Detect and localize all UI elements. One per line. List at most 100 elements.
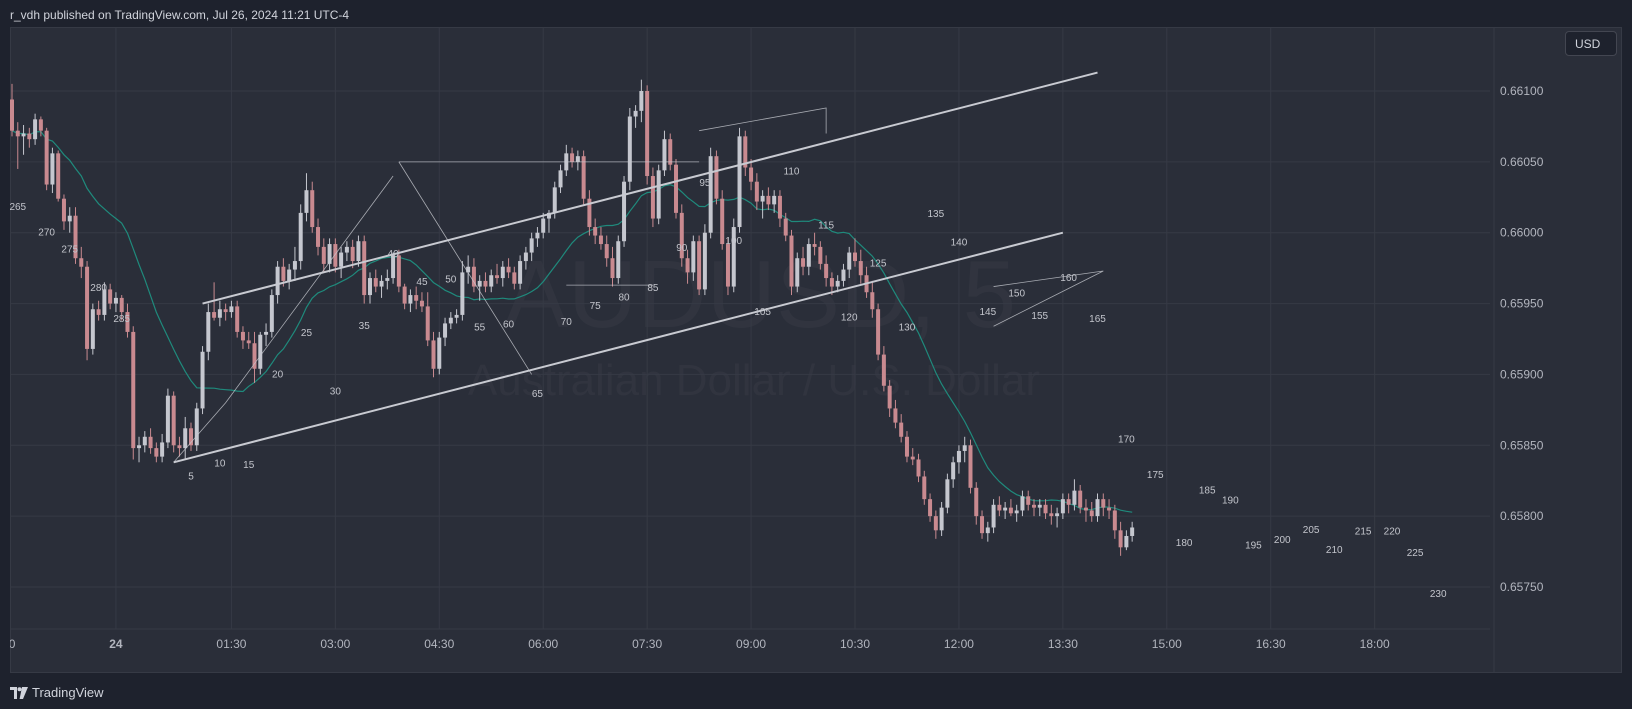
- bar-count-label: 80: [618, 293, 630, 304]
- price-chart[interactable]: AUDUSD, 5 Australian Dollar / U.S. Dollar…: [10, 27, 1622, 673]
- candle-body: [246, 340, 251, 344]
- time-tick-label: 15:00: [1152, 637, 1182, 651]
- candle-body: [252, 343, 257, 369]
- candle-body: [783, 218, 788, 236]
- candle-body: [148, 436, 153, 449]
- candle-body: [587, 198, 592, 228]
- candle-body: [1055, 513, 1060, 517]
- candle-body: [391, 255, 396, 279]
- chart-pane[interactable]: [10, 27, 1622, 673]
- bar-count-label: 170: [1118, 434, 1135, 445]
- bar-count-label: 55: [474, 322, 486, 333]
- bar-count-label: 35: [359, 321, 371, 332]
- candle-body: [350, 246, 355, 262]
- candle-body: [650, 176, 655, 219]
- candle-body: [835, 280, 840, 287]
- candle-body: [910, 456, 915, 460]
- candle-body: [171, 395, 176, 446]
- candle-body: [974, 487, 979, 517]
- time-tick-label: 10:30: [840, 637, 870, 651]
- candle-body: [858, 261, 863, 276]
- candle-body: [916, 459, 921, 477]
- candle-body: [737, 136, 742, 228]
- watermark-description: Australian Dollar / U.S. Dollar: [468, 356, 1040, 405]
- candle-body: [708, 156, 713, 233]
- candle-body: [15, 130, 20, 137]
- drawing-annotation-line[interactable]: [993, 270, 1104, 327]
- bar-count-label: 75: [590, 301, 602, 312]
- candle-body: [73, 215, 78, 259]
- candle-body: [102, 289, 107, 315]
- candle-body: [1112, 510, 1117, 531]
- tradingview-brand: TradingView: [32, 685, 104, 700]
- candle-body: [593, 227, 598, 236]
- candle-body: [1072, 490, 1077, 505]
- bar-count-label: 165: [1089, 314, 1106, 325]
- candle-body: [1037, 504, 1042, 508]
- candle-body: [541, 218, 546, 233]
- candle-body: [437, 337, 442, 369]
- candle-body: [1003, 507, 1008, 511]
- candle-body: [853, 252, 858, 262]
- candle-body: [1060, 499, 1065, 514]
- candle-body: [44, 130, 49, 185]
- candle-body: [194, 408, 199, 446]
- bar-count-label: 60: [503, 320, 515, 331]
- candle-body: [316, 227, 321, 247]
- candle-body: [575, 156, 580, 162]
- candle-body: [281, 266, 286, 281]
- channel-upper-line[interactable]: [202, 71, 1098, 305]
- candle-body: [119, 297, 124, 313]
- candle-body: [627, 116, 632, 182]
- candle-body: [616, 241, 621, 279]
- candle-body: [431, 340, 436, 369]
- candle-body: [419, 300, 424, 307]
- bar-count-label: 135: [927, 209, 944, 220]
- candle-body: [240, 331, 245, 341]
- candle-body: [264, 331, 269, 335]
- candle-body: [1095, 499, 1100, 517]
- footer-bar: [0, 676, 1632, 709]
- channel-lower-line[interactable]: [173, 231, 1064, 464]
- candle-body: [1107, 507, 1112, 511]
- bar-count-label: 190: [1222, 495, 1239, 506]
- candle-body: [229, 306, 234, 313]
- candle-body: [633, 110, 638, 117]
- watermark-symbol: AUDUSD, 5: [504, 241, 1016, 348]
- candle-body: [165, 395, 170, 443]
- candle-body: [275, 266, 280, 296]
- candle-body: [691, 241, 696, 273]
- time-tick-label: 24: [109, 637, 123, 651]
- candle-body: [518, 261, 523, 284]
- price-tick-label: 0.65750: [1500, 580, 1544, 594]
- price-tick-label: 0.65900: [1500, 367, 1544, 381]
- candle-body: [604, 244, 609, 259]
- candle-body: [1008, 507, 1013, 514]
- candle-body: [188, 428, 193, 446]
- time-tick-label: 16:30: [1256, 637, 1286, 651]
- bar-count-label: 120: [841, 313, 858, 324]
- candle-body: [131, 331, 136, 449]
- time-tick-label: 22:30: [10, 637, 16, 651]
- candle-body: [385, 278, 390, 281]
- candle-body: [21, 133, 26, 137]
- time-tick-label: 18:00: [1360, 637, 1390, 651]
- drawing-annotation-line[interactable]: [699, 107, 827, 134]
- candle-body: [1020, 496, 1025, 511]
- drawing-annotation-line[interactable]: [173, 175, 394, 463]
- tradingview-logo[interactable]: TradingView: [10, 685, 104, 700]
- bar-count-label: 125: [870, 259, 887, 270]
- tradingview-logo-icon: [10, 686, 28, 699]
- bar-count-label: 5: [188, 471, 194, 482]
- candle-body: [200, 351, 205, 409]
- candle-body: [160, 442, 165, 457]
- drawing-annotation-line[interactable]: [398, 161, 532, 375]
- currency-badge[interactable]: USD: [1565, 31, 1617, 56]
- candle-body: [500, 266, 505, 279]
- candle-body: [535, 232, 540, 239]
- candle-body: [956, 450, 961, 463]
- top-bar: r_vdh published on TradingView.com, Jul …: [0, 0, 1632, 28]
- candle-body: [85, 266, 90, 349]
- candle-body: [108, 289, 113, 304]
- candle-body: [731, 227, 736, 287]
